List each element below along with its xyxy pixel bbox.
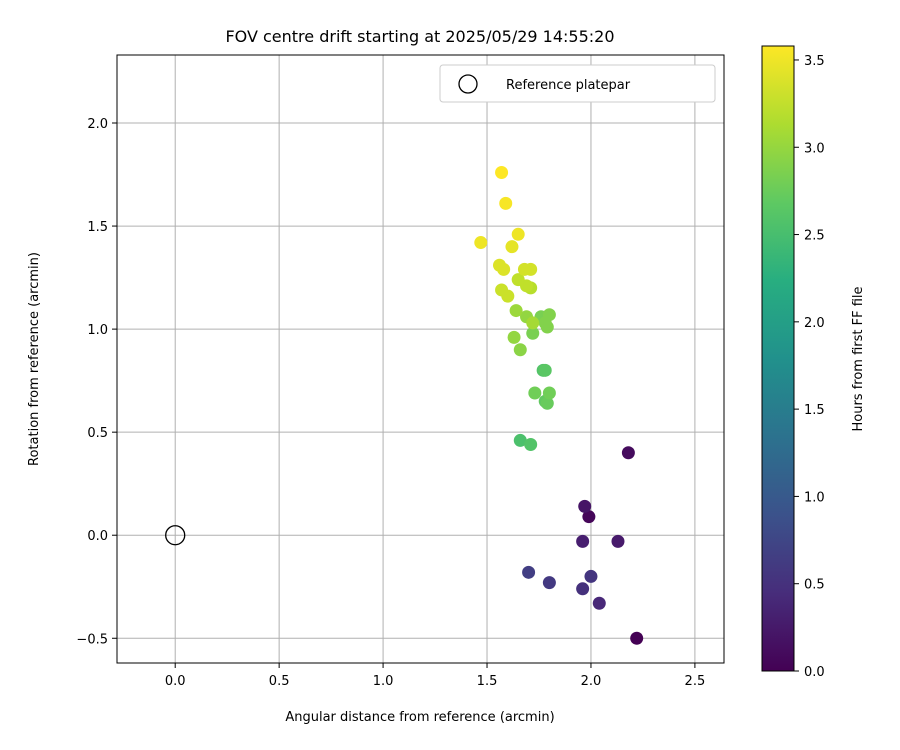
scatter-point bbox=[505, 240, 519, 254]
y-tick-label: 1.5 bbox=[87, 220, 108, 235]
y-axis-label: Rotation from reference (arcmin) bbox=[27, 252, 42, 466]
scatter-point bbox=[542, 576, 556, 590]
scatter-point bbox=[522, 565, 536, 579]
colorbar-gradient bbox=[761, 45, 795, 672]
x-axis-label: Angular distance from reference (arcmin) bbox=[285, 710, 554, 725]
scatter-point bbox=[507, 330, 521, 344]
scatter-point bbox=[592, 596, 606, 610]
scatter-point bbox=[497, 262, 511, 276]
x-tick-label: 1.0 bbox=[373, 674, 394, 689]
legend: Reference platepar bbox=[439, 64, 716, 103]
y-tick-label: 1.0 bbox=[87, 323, 108, 338]
scatter-point bbox=[511, 273, 525, 287]
y-axis-ticks: −0.5 0.0 0.5 1.0 1.5 2.0 bbox=[76, 117, 117, 647]
scatter-point bbox=[499, 196, 513, 210]
colorbar-tick-label: 3.0 bbox=[804, 141, 825, 156]
x-tick-label: 2.5 bbox=[685, 674, 706, 689]
x-axis-ticks: 0.0 0.5 1.0 1.5 2.0 2.5 bbox=[165, 663, 705, 689]
scatter-points bbox=[474, 165, 644, 645]
scatter-point bbox=[542, 308, 556, 322]
scatter-point bbox=[528, 386, 542, 400]
legend-marker-open-circle bbox=[458, 74, 478, 94]
colorbar-label: Hours from first FF file bbox=[851, 286, 866, 431]
y-tick-label: 0.0 bbox=[87, 529, 108, 544]
scatter-point bbox=[517, 262, 531, 276]
scatter-point bbox=[524, 438, 538, 452]
colorbar-ticks: 0.0 0.5 1.0 1.5 2.0 2.5 3.0 3.5 bbox=[794, 54, 825, 680]
legend-entry-reference-platepar: Reference platepar bbox=[506, 78, 631, 93]
scatter-point bbox=[578, 499, 592, 513]
scatter-point bbox=[630, 631, 644, 645]
reference-marker-group bbox=[165, 525, 186, 546]
scatter-point bbox=[584, 569, 598, 583]
colorbar-tick-label: 1.0 bbox=[804, 490, 825, 505]
scatter-point bbox=[474, 236, 488, 250]
colorbar-tick-label: 0.5 bbox=[804, 578, 825, 593]
legend-box bbox=[439, 64, 716, 103]
scatter-point bbox=[511, 227, 525, 241]
scatter-point bbox=[542, 386, 556, 400]
colorbar-tick-label: 0.0 bbox=[804, 665, 825, 680]
scatter-point bbox=[621, 446, 635, 460]
scatter-point bbox=[495, 165, 509, 179]
scatter-point bbox=[540, 396, 554, 410]
colorbar-tick-label: 1.5 bbox=[804, 403, 825, 418]
colorbar-tick-label: 2.5 bbox=[804, 229, 825, 244]
plot-frame bbox=[116, 54, 725, 664]
y-tick-label: −0.5 bbox=[76, 632, 108, 647]
scatter-point bbox=[526, 316, 540, 330]
scatter-point bbox=[538, 363, 552, 377]
x-tick-label: 0.0 bbox=[165, 674, 186, 689]
colorbar: 0.0 0.5 1.0 1.5 2.0 2.5 3.0 3.5 Hours from firs… bbox=[761, 45, 866, 680]
scatter-point bbox=[576, 534, 590, 548]
scatter-point bbox=[495, 283, 509, 297]
reference-platepar-marker bbox=[165, 525, 186, 546]
x-tick-label: 2.0 bbox=[581, 674, 602, 689]
scatter-point bbox=[509, 304, 523, 318]
x-tick-label: 1.5 bbox=[477, 674, 498, 689]
y-tick-label: 2.0 bbox=[87, 117, 108, 132]
x-tick-label: 0.5 bbox=[269, 674, 290, 689]
chart-title: FOV centre drift starting at 2025/05/29 … bbox=[225, 27, 614, 46]
scatter-point bbox=[576, 582, 590, 596]
grid-lines bbox=[117, 55, 724, 663]
scatter-point bbox=[526, 326, 540, 340]
colorbar-tick-label: 2.0 bbox=[804, 316, 825, 331]
y-tick-label: 0.5 bbox=[87, 426, 108, 441]
scatter-point bbox=[611, 534, 625, 548]
scatter-point bbox=[513, 343, 527, 357]
colorbar-tick-label: 3.5 bbox=[804, 54, 825, 69]
scatter-point bbox=[582, 510, 596, 524]
scatter-point bbox=[513, 433, 527, 447]
